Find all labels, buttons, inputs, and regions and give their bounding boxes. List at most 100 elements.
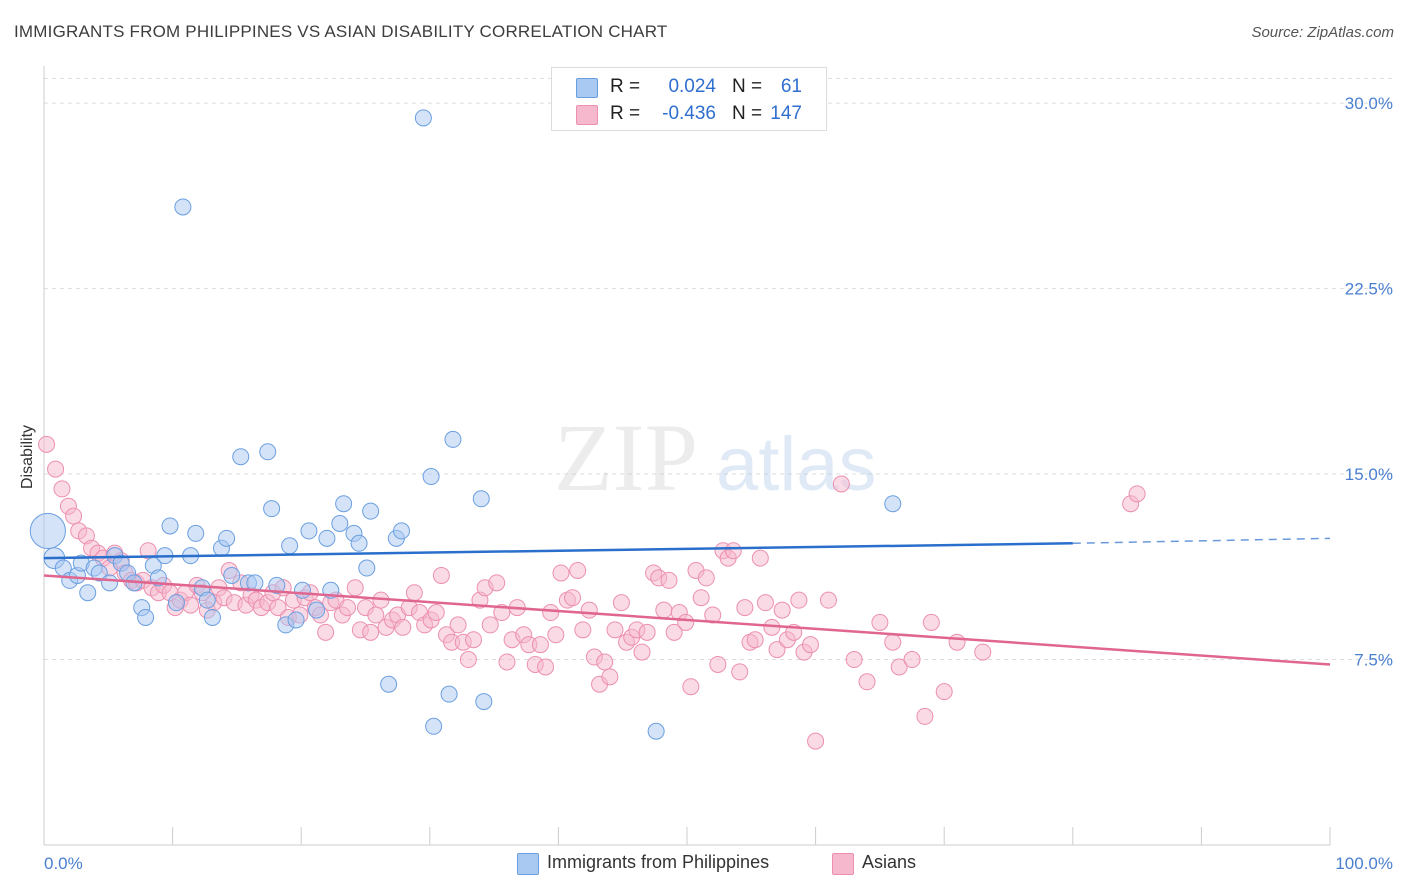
asians-point xyxy=(580,601,598,619)
asians-point xyxy=(790,591,808,609)
asians-point xyxy=(731,663,749,681)
asians-point xyxy=(481,616,499,634)
asians-point xyxy=(317,623,335,641)
philippines-point xyxy=(268,576,286,594)
asians-point xyxy=(736,599,754,617)
legend-n-value: 147 xyxy=(770,103,802,124)
asians-point xyxy=(692,589,710,607)
philippines-point xyxy=(198,591,216,609)
stats-legend: R = 0.024 N = 61 R = -0.436 N = 147 xyxy=(551,67,827,131)
asians-point xyxy=(633,643,651,661)
asians-point xyxy=(269,599,287,617)
philippines-point xyxy=(187,524,205,542)
asians-point xyxy=(1128,485,1146,503)
philippines-point xyxy=(232,448,250,466)
asians-point xyxy=(974,643,992,661)
asians-point xyxy=(65,507,83,525)
asians-point xyxy=(845,651,863,669)
asians-point xyxy=(139,542,157,560)
legend-r-value: -0.436 xyxy=(662,103,716,124)
asians-point xyxy=(338,599,356,617)
asians-point xyxy=(677,613,695,631)
philippines-point xyxy=(444,430,462,448)
watermark: ZIP atlas xyxy=(554,404,877,511)
philippines-point xyxy=(281,537,299,555)
asians-trend-line xyxy=(43,574,1331,666)
asians-point xyxy=(564,589,582,607)
asians-point xyxy=(547,626,565,644)
asians-point xyxy=(574,621,592,639)
legend-swatch-pink xyxy=(576,105,598,125)
philippines-point xyxy=(350,534,368,552)
asians-point xyxy=(884,633,902,651)
legend-n-value: 61 xyxy=(780,76,802,97)
philippines-point xyxy=(90,564,108,582)
asians-point xyxy=(465,631,483,649)
philippines-point xyxy=(137,608,155,626)
philippines-trend-line xyxy=(43,542,1073,560)
asians-point xyxy=(682,678,700,696)
philippines-point xyxy=(29,512,66,550)
asians-point xyxy=(346,579,364,597)
asians-point xyxy=(569,561,587,579)
axes xyxy=(43,66,1331,846)
legend-row-asians: R = -0.436 N = 147 xyxy=(552,101,826,129)
chart-source: Source: ZipAtlas.com xyxy=(1251,24,1394,41)
bottom-legend-label-philippines: Immigrants from Philippines xyxy=(547,852,770,872)
philippines-point xyxy=(393,522,411,540)
philippines-point xyxy=(358,559,376,577)
grid-lines xyxy=(44,77,1394,661)
asians-point xyxy=(756,594,774,612)
legend-r-value: 0.024 xyxy=(668,76,716,97)
asians-point xyxy=(655,601,673,619)
asians-point xyxy=(38,435,56,453)
asians-point xyxy=(890,658,908,676)
asians-point xyxy=(935,683,953,701)
asians-point xyxy=(858,673,876,691)
asians-point xyxy=(948,633,966,651)
philippines-trend-extension xyxy=(1072,537,1331,545)
asians-point xyxy=(405,584,423,602)
asians-point xyxy=(601,668,619,686)
watermark-zip: ZIP xyxy=(554,404,698,511)
philippines-point xyxy=(287,611,305,629)
asians-point xyxy=(394,618,412,636)
philippines-point xyxy=(101,574,119,592)
asians-point xyxy=(427,604,445,622)
philippines-point xyxy=(161,517,179,535)
asians-point xyxy=(819,591,837,609)
philippines-point xyxy=(223,566,241,584)
philippines-point xyxy=(218,529,236,547)
philippines-point xyxy=(380,675,398,693)
asians-point xyxy=(871,613,889,631)
legend-swatch-blue xyxy=(576,78,598,98)
y-tick-label: 30.0% xyxy=(1345,94,1393,113)
bottom-legend-swatch-pink xyxy=(832,853,854,875)
asians-point xyxy=(531,636,549,654)
asians-point xyxy=(459,651,477,669)
asians-point xyxy=(449,616,467,634)
asians-point xyxy=(182,596,200,614)
philippines-point xyxy=(263,500,281,518)
philippines-point xyxy=(300,522,318,540)
asians-point xyxy=(916,707,934,725)
watermark-atlas: atlas xyxy=(716,422,877,507)
asians-point xyxy=(665,623,683,641)
asians-point xyxy=(709,655,727,673)
y-tick-label: 7.5% xyxy=(1354,651,1393,670)
philippines-point xyxy=(79,584,97,602)
asians-point xyxy=(498,653,516,671)
bottom-legend-swatch-blue xyxy=(517,853,539,875)
legend-r-label: R = xyxy=(610,103,641,124)
bottom-legend-label-asians: Asians xyxy=(862,852,917,872)
philippines-point xyxy=(647,722,665,740)
asians-point xyxy=(612,594,630,612)
x-tick-label-start: 0.0% xyxy=(44,854,83,873)
asians-point xyxy=(47,460,65,478)
asians-point xyxy=(807,732,825,750)
asians-point xyxy=(801,636,819,654)
asians-point xyxy=(704,606,722,624)
asians-point xyxy=(537,658,555,676)
philippines-points xyxy=(29,109,902,740)
